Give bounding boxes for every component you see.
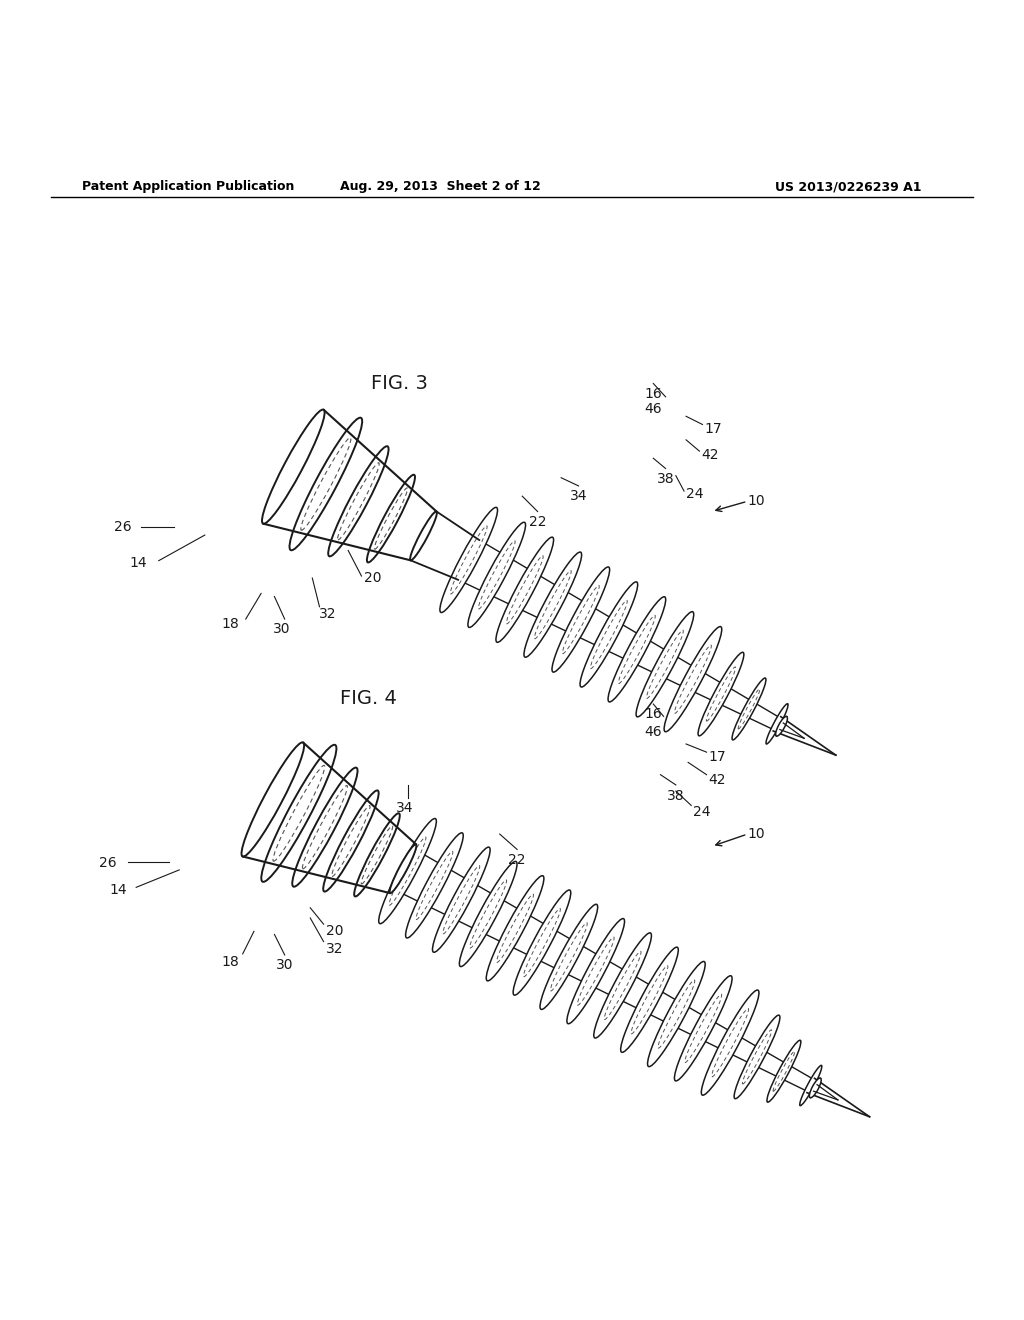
Text: Patent Application Publication: Patent Application Publication bbox=[82, 181, 294, 194]
Text: 16: 16 bbox=[644, 708, 663, 721]
Ellipse shape bbox=[734, 1015, 780, 1098]
Text: 18: 18 bbox=[221, 956, 240, 969]
Ellipse shape bbox=[290, 417, 362, 550]
Ellipse shape bbox=[809, 1078, 821, 1098]
Ellipse shape bbox=[665, 627, 722, 731]
Ellipse shape bbox=[647, 961, 706, 1067]
Text: 20: 20 bbox=[364, 572, 381, 585]
Text: 22: 22 bbox=[528, 515, 547, 529]
Ellipse shape bbox=[800, 1065, 822, 1106]
Text: 46: 46 bbox=[644, 725, 663, 739]
Text: 17: 17 bbox=[705, 421, 722, 436]
Ellipse shape bbox=[379, 818, 436, 924]
Ellipse shape bbox=[367, 475, 415, 562]
Ellipse shape bbox=[552, 568, 609, 672]
Text: 32: 32 bbox=[318, 607, 337, 620]
Ellipse shape bbox=[432, 847, 490, 952]
Text: 38: 38 bbox=[667, 789, 685, 803]
Ellipse shape bbox=[608, 597, 666, 702]
Ellipse shape bbox=[675, 975, 732, 1081]
Ellipse shape bbox=[767, 1040, 801, 1102]
Text: 30: 30 bbox=[272, 622, 291, 636]
Ellipse shape bbox=[406, 833, 463, 939]
Ellipse shape bbox=[242, 742, 304, 857]
Text: US 2013/0226239 A1: US 2013/0226239 A1 bbox=[775, 181, 922, 194]
Text: 20: 20 bbox=[326, 924, 343, 939]
Text: 32: 32 bbox=[326, 941, 343, 956]
Ellipse shape bbox=[440, 507, 498, 612]
Ellipse shape bbox=[329, 446, 388, 556]
Ellipse shape bbox=[460, 862, 517, 966]
Text: 26: 26 bbox=[98, 855, 117, 870]
Ellipse shape bbox=[698, 652, 743, 735]
Ellipse shape bbox=[468, 523, 525, 627]
Text: 18: 18 bbox=[221, 618, 240, 631]
Text: 42: 42 bbox=[701, 449, 719, 462]
Ellipse shape bbox=[775, 717, 787, 737]
Text: 24: 24 bbox=[693, 805, 711, 818]
Text: 34: 34 bbox=[569, 490, 588, 503]
Text: 34: 34 bbox=[395, 801, 414, 816]
Text: FIG. 3: FIG. 3 bbox=[371, 374, 428, 393]
Text: 16: 16 bbox=[644, 387, 663, 401]
Text: 10: 10 bbox=[748, 494, 765, 508]
Text: 17: 17 bbox=[709, 750, 726, 764]
Ellipse shape bbox=[567, 919, 625, 1024]
Ellipse shape bbox=[701, 990, 759, 1096]
Ellipse shape bbox=[636, 611, 693, 717]
Ellipse shape bbox=[524, 552, 582, 657]
Ellipse shape bbox=[292, 768, 357, 887]
Ellipse shape bbox=[354, 813, 399, 896]
Ellipse shape bbox=[496, 537, 554, 643]
Text: 38: 38 bbox=[656, 471, 675, 486]
Text: 26: 26 bbox=[114, 520, 132, 533]
Text: FIG. 4: FIG. 4 bbox=[340, 689, 397, 709]
Text: 10: 10 bbox=[748, 828, 765, 841]
Ellipse shape bbox=[410, 511, 437, 561]
Ellipse shape bbox=[389, 845, 417, 894]
Ellipse shape bbox=[513, 890, 570, 995]
Ellipse shape bbox=[261, 744, 337, 882]
Text: 24: 24 bbox=[686, 487, 703, 502]
Text: 14: 14 bbox=[129, 556, 147, 570]
Ellipse shape bbox=[732, 678, 766, 741]
Ellipse shape bbox=[621, 948, 678, 1052]
Ellipse shape bbox=[540, 904, 598, 1010]
Ellipse shape bbox=[580, 582, 638, 686]
Text: 22: 22 bbox=[508, 853, 526, 867]
Ellipse shape bbox=[324, 791, 379, 891]
Ellipse shape bbox=[594, 933, 651, 1038]
Text: Aug. 29, 2013  Sheet 2 of 12: Aug. 29, 2013 Sheet 2 of 12 bbox=[340, 181, 541, 194]
Text: 46: 46 bbox=[644, 403, 663, 416]
Text: 14: 14 bbox=[109, 883, 127, 898]
Text: 42: 42 bbox=[709, 772, 726, 787]
Text: 30: 30 bbox=[275, 958, 294, 972]
Ellipse shape bbox=[486, 875, 544, 981]
Ellipse shape bbox=[262, 409, 325, 524]
Ellipse shape bbox=[766, 704, 788, 744]
